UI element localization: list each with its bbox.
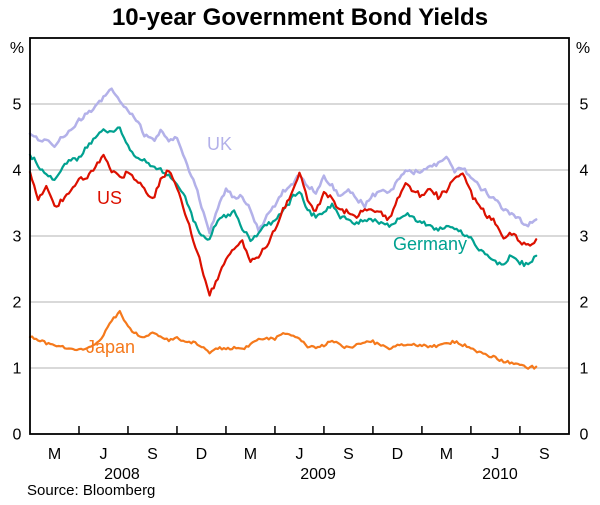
x-axis-month-label: M bbox=[244, 446, 257, 463]
x-axis-year-label: 2010 bbox=[482, 466, 518, 483]
uk-series-label: UK bbox=[207, 134, 233, 154]
series-line-us bbox=[28, 153, 538, 297]
y-axis-label-left: 2 bbox=[13, 295, 22, 312]
plot-border bbox=[29, 37, 570, 435]
y-axis-unit-right: % bbox=[575, 40, 591, 57]
x-axis-month-label: S bbox=[343, 446, 354, 463]
x-axis-month-label: M bbox=[48, 446, 61, 463]
x-axis-month-label: D bbox=[392, 446, 404, 463]
y-axis-label-left: 0 bbox=[13, 427, 22, 444]
y-axis-label-right: 0 bbox=[580, 427, 589, 444]
x-axis-month-label: S bbox=[147, 446, 158, 463]
y-axis-label-left: 5 bbox=[13, 97, 22, 114]
x-axis-month-label: D bbox=[196, 446, 208, 463]
x-axis-year-label: 2009 bbox=[300, 466, 336, 483]
x-axis-month-label: S bbox=[539, 446, 550, 463]
x-axis-month-label: J bbox=[99, 446, 107, 463]
us-series-label: US bbox=[97, 188, 123, 208]
y-axis-label-right: 4 bbox=[580, 163, 589, 180]
x-axis-month-label: J bbox=[295, 446, 303, 463]
y-axis-label-right: 1 bbox=[580, 361, 589, 378]
y-axis-unit-left: % bbox=[9, 40, 25, 57]
y-axis-label-right: 3 bbox=[580, 229, 589, 246]
japan-series-label: Japan bbox=[86, 337, 136, 357]
source-note: Source: Bloomberg bbox=[27, 482, 156, 499]
y-axis-label-left: 1 bbox=[13, 361, 22, 378]
x-axis-month-label: J bbox=[491, 446, 499, 463]
series-line-uk bbox=[28, 87, 538, 235]
germany-series-label: Germany bbox=[393, 234, 468, 254]
y-axis-label-left: 3 bbox=[13, 229, 22, 246]
y-axis-label-right: 2 bbox=[580, 295, 589, 312]
x-axis-month-label: M bbox=[440, 446, 453, 463]
y-axis-label-right: 5 bbox=[580, 97, 589, 114]
series-line-japan bbox=[28, 310, 538, 370]
y-axis-label-left: 4 bbox=[13, 163, 22, 180]
x-axis-year-label: 2008 bbox=[104, 466, 140, 483]
chart-title: 10-year Government Bond Yields bbox=[111, 4, 489, 31]
